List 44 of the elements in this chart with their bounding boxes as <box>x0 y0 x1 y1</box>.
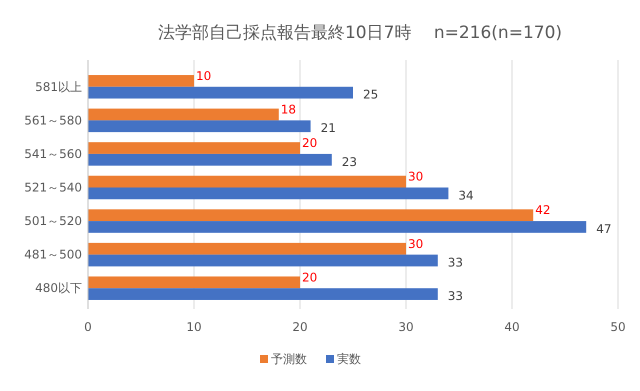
data-label: 42 <box>535 203 550 218</box>
bar <box>88 176 406 188</box>
legend-label: 予測数 <box>271 352 307 366</box>
x-tick-label: 10 <box>186 320 202 334</box>
data-label: 33 <box>448 256 464 270</box>
y-tick-label: 581以上 <box>35 80 82 94</box>
bar <box>88 108 279 120</box>
bar <box>88 188 448 200</box>
legend-label: 実数 <box>337 352 361 366</box>
chart-title: 法学部自己採点報告最終10日7時 n=216(n=170) <box>158 23 562 43</box>
bar <box>88 86 353 99</box>
y-tick-label: 521～540 <box>24 180 82 194</box>
data-label: 34 <box>458 188 474 202</box>
data-label: 10 <box>196 68 212 83</box>
data-label: 25 <box>363 88 378 102</box>
data-label: 23 <box>342 154 358 169</box>
bar <box>88 288 438 300</box>
bar <box>88 209 534 222</box>
x-tick-label: 20 <box>292 320 308 334</box>
y-tick-label: 501～520 <box>24 214 82 228</box>
data-label: 20 <box>302 270 318 284</box>
x-tick-label: 50 <box>610 320 626 334</box>
bar <box>88 221 586 233</box>
data-label: 30 <box>408 170 424 184</box>
data-label: 33 <box>448 289 464 304</box>
data-label: 20 <box>302 136 318 150</box>
x-tick-label: 40 <box>504 320 520 334</box>
bar <box>88 254 438 266</box>
bar <box>88 75 194 87</box>
bar <box>88 242 406 255</box>
y-tick-label: 561～580 <box>24 113 82 128</box>
y-tick-label: 541～560 <box>24 146 82 161</box>
bar <box>88 142 300 154</box>
bar <box>88 154 332 166</box>
bar <box>88 120 311 132</box>
y-tick-label: 480以下 <box>35 281 82 296</box>
x-tick-label: 30 <box>398 320 414 334</box>
data-label: 21 <box>320 121 336 136</box>
bar <box>88 276 300 288</box>
data-label: 47 <box>596 222 612 236</box>
y-tick-label: 481～500 <box>24 248 82 262</box>
data-label: 18 <box>280 102 296 116</box>
x-tick-label: 0 <box>84 320 92 334</box>
data-label: 30 <box>408 236 424 251</box>
